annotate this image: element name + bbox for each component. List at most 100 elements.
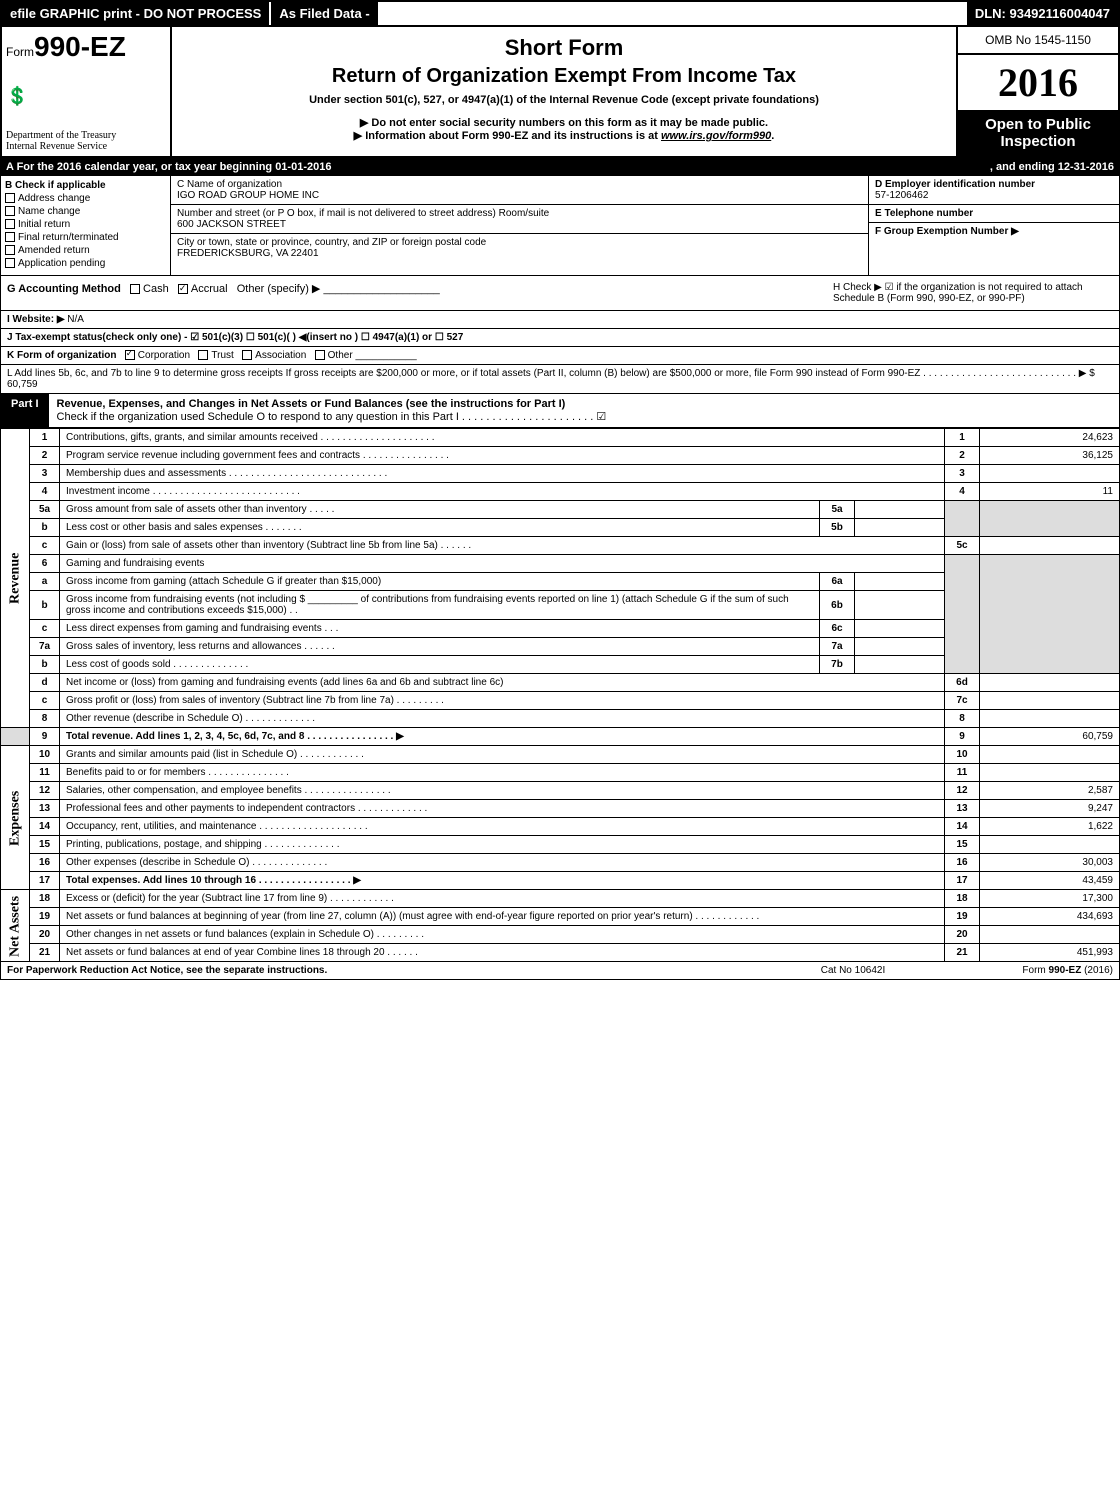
amt-val: 451,993 [980,944,1120,962]
footer-mid: Cat No 10642I [753,965,953,976]
amt-val: 36,125 [980,447,1120,465]
sub-num: 5b [820,519,855,537]
j-tax-exempt: J Tax-exempt status(check only one) - ☑ … [0,329,1120,347]
part-1-title: Revenue, Expenses, and Changes in Net As… [49,394,1119,427]
line-num: 3 [30,465,60,483]
short-form-label: Short Form [180,35,948,61]
f-group-label: F Group Exemption Number ▶ [875,226,1019,237]
line-num: 6 [30,555,60,573]
amt-val [980,746,1120,764]
blank-vert [1,728,30,746]
line-num: 14 [30,818,60,836]
line-num: c [30,620,60,638]
line-num: 18 [30,890,60,908]
amt-val [980,710,1120,728]
line-desc: Total expenses. Add lines 10 through 16 … [60,872,945,890]
amt-num: 16 [945,854,980,872]
amt-val [980,537,1120,555]
line-num: 21 [30,944,60,962]
amt-num: 8 [945,710,980,728]
line-desc: Occupancy, rent, utilities, and maintena… [60,818,945,836]
shade-cell [980,555,1120,674]
c-name-row: C Name of organization IGO ROAD GROUP HO… [171,176,868,205]
line-desc: Grants and similar amounts paid (list in… [60,746,945,764]
sub-val [855,501,945,519]
sub-num: 6a [820,573,855,591]
line-num: b [30,656,60,674]
amt-val [980,764,1120,782]
line-num: 2 [30,447,60,465]
e-phone-label: E Telephone number [875,208,973,219]
line-desc: Gain or (loss) from sale of assets other… [60,537,945,555]
line-desc: Printing, publications, postage, and shi… [60,836,945,854]
chk-corp [125,350,135,360]
c-addr-row: Number and street (or P O box, if mail i… [171,205,868,234]
part-1-check-text: Check if the organization used Schedule … [57,411,607,423]
gh-row: G Accounting Method Cash Accrual Other (… [0,276,1120,311]
chk-assoc [242,350,252,360]
line-desc: Gross amount from sale of assets other t… [60,501,820,519]
c-addr-value: 600 JACKSON STREET [177,219,862,230]
line-desc: Gross sales of inventory, less returns a… [60,638,820,656]
line-desc: Salaries, other compensation, and employ… [60,782,945,800]
c-city-row: City or town, state or province, country… [171,234,868,262]
sub-val [855,656,945,674]
dept-treasury: Department of the Treasury [6,130,166,141]
g-label: G Accounting Method [7,283,121,295]
sub-num: 7b [820,656,855,674]
line-desc: Contributions, gifts, grants, and simila… [60,429,945,447]
line-desc: Other changes in net assets or fund bala… [60,926,945,944]
amt-val: 1,622 [980,818,1120,836]
line-desc: Less direct expenses from gaming and fun… [60,620,820,638]
amt-num: 17 [945,872,980,890]
chk-initial-return: Initial return [5,219,166,230]
line-desc: Investment income . . . . . . . . . . . … [60,483,945,501]
line-num: 17 [30,872,60,890]
k-label: K Form of organization [7,350,116,361]
amt-num: 7c [945,692,980,710]
line-num: c [30,692,60,710]
amt-num: 4 [945,483,980,501]
line-num: 7a [30,638,60,656]
c-city-label: City or town, state or province, country… [177,237,862,248]
g-other: Other (specify) ▶ [237,283,321,295]
amt-num: 18 [945,890,980,908]
shade-cell [945,555,980,674]
d-ein-row: D Employer identification number 57-1206… [869,176,1119,205]
line-desc: Net income or (loss) from gaming and fun… [60,674,945,692]
efile-header: efile GRAPHIC print - DO NOT PROCESS As … [0,0,1120,27]
amt-val: 60,759 [980,728,1120,746]
amt-val: 11 [980,483,1120,501]
sub-num: 5a [820,501,855,519]
chk-trust [198,350,208,360]
sub-val [855,638,945,656]
form-id-block: Form990-EZ 💲 Department of the Treasury … [2,27,172,156]
line-desc: Professional fees and other payments to … [60,800,945,818]
amt-val: 9,247 [980,800,1120,818]
amt-val [980,674,1120,692]
amt-num: 9 [945,728,980,746]
line-num: 4 [30,483,60,501]
amt-num: 20 [945,926,980,944]
amt-num: 2 [945,447,980,465]
omb-number: OMB No 1545-1150 [958,27,1118,55]
f-group-row: F Group Exemption Number ▶ [869,223,1119,275]
i-value: N/A [67,314,84,325]
chk-address-change: Address change [5,193,166,204]
footer-left: For Paperwork Reduction Act Notice, see … [7,965,753,976]
efile-header-blank [378,2,967,25]
sub-val [855,591,945,620]
info-link[interactable]: www.irs.gov/form990 [661,130,771,142]
line-num: 10 [30,746,60,764]
line-num: b [30,519,60,537]
b-header: B Check if applicable [5,180,106,191]
part-1-table: Revenue 1 Contributions, gifts, grants, … [0,428,1120,962]
revenue-label: Revenue [1,429,30,728]
amt-val: 24,623 [980,429,1120,447]
sub-num: 7a [820,638,855,656]
efile-icon: 💲 [6,86,166,107]
line-num: 19 [30,908,60,926]
amt-num: 21 [945,944,980,962]
amt-val: 2,587 [980,782,1120,800]
amt-num: 3 [945,465,980,483]
